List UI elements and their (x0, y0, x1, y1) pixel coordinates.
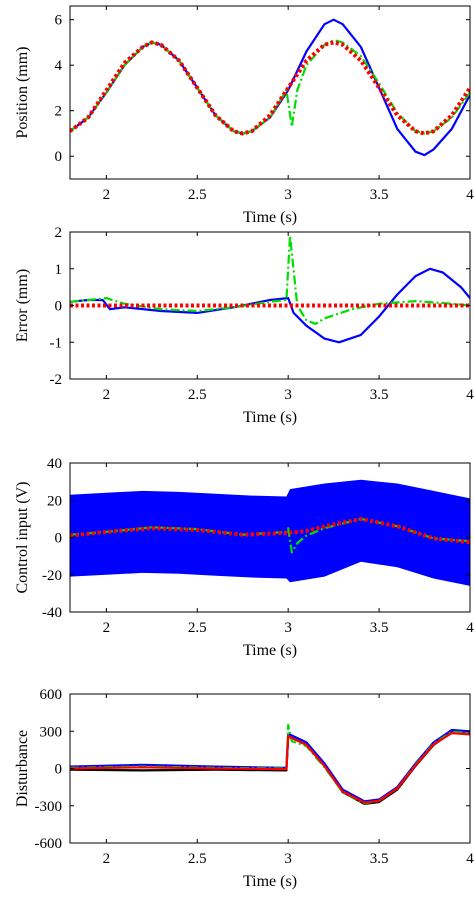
chart-4-x-tick-label: 3.5 (370, 851, 389, 867)
chart-2-x-tick-label: 3 (284, 387, 292, 403)
chart-4-x-tick-label: 2.5 (188, 851, 207, 867)
chart-4-series-4-line (70, 732, 470, 804)
chart-4-y-tick-label: -300 (35, 799, 63, 815)
chart-1-x-tick-label: 3.5 (370, 187, 389, 203)
chart-3-y-tick-label: 0 (55, 531, 63, 547)
chart-1-y-axis-label: Position (mm) (14, 46, 31, 138)
chart-4-x-tick-label: 2 (103, 851, 111, 867)
chart-3-y-axis-label: Control input (V) (14, 482, 31, 594)
chart-3-series-1-line (70, 517, 470, 554)
chart-1-axes-frame (69, 5, 471, 180)
chart-4-y-tick-label: 0 (55, 762, 63, 778)
chart-2-y-axis-label: Error (mm) (14, 269, 31, 342)
chart-4-y-axis-label: Disturbance (14, 730, 31, 807)
chart-2-x-tick-label: 3.5 (370, 387, 389, 403)
chart-3-y-tick-label: 40 (47, 456, 62, 472)
chart-2-y-tick-label: 2 (55, 225, 63, 241)
chart-3-series-2-line (70, 516, 470, 545)
chart-4-x-tick-label: 4 (466, 851, 474, 867)
chart-2-marks (70, 234, 470, 344)
chart-1-x-tick-label: 2 (103, 187, 111, 203)
chart-1-x-tick-label: 4 (466, 187, 474, 203)
chart-3-x-axis-label: Time (s) (243, 642, 297, 659)
chart-1-y-tick-label: 6 (55, 13, 63, 29)
chart-4-x-axis-label: Time (s) (243, 873, 297, 890)
chart-4: 2 2.5 3 3.5 4 -600 -300 0 300 600 Time (s) Disturba… (14, 687, 474, 890)
chart-2-series-1-line (70, 267, 470, 344)
chart-3-x-tick-label: 3.5 (370, 620, 389, 636)
chart-4-x-tick-label: 3 (284, 851, 292, 867)
chart-2-x-tick-label: 2 (103, 387, 111, 403)
chart-4-y-tick-label: 300 (40, 724, 63, 740)
chart-3-y-tick-label: -20 (42, 568, 62, 584)
chart-4-y-tick-label: -600 (35, 836, 63, 852)
chart-1-marks (70, 18, 470, 157)
chart-1-x-tick-label: 3 (284, 187, 292, 203)
chart-1-series-3-line (70, 40, 470, 136)
chart-1-y-tick-label: 0 (55, 149, 63, 165)
chart-1-x-tick-label: 2.5 (188, 187, 207, 203)
chart-2-x-tick-label: 2.5 (188, 387, 207, 403)
chart-1: 2 2.5 3 3.5 4 0 2 4 6 Time (s) Position (mm) (14, 5, 474, 226)
chart-1-y-tick-label: 2 (55, 104, 63, 120)
chart-3-x-tick-label: 2.5 (188, 620, 207, 636)
chart-3-marks (70, 479, 470, 586)
chart-3-x-tick-label: 4 (466, 620, 474, 636)
chart-2-y-tick-label: -2 (50, 372, 63, 388)
chart-3-x-tick-label: 3 (284, 620, 292, 636)
chart-2-y-tick-label: 1 (55, 262, 63, 278)
chart-2-x-axis-label: Time (s) (243, 409, 297, 426)
chart-2-y-tick-label: 0 (55, 299, 63, 315)
chart-2-x-tick-label: 4 (466, 387, 474, 403)
chart-1-series-2-line (70, 39, 470, 135)
chart-2: 2 2.5 3 3.5 4 -2 -1 0 1 2 Time (s) Error (mm) (14, 225, 474, 426)
chart-3-x-tick-label: 2 (103, 620, 111, 636)
chart-3: 2 2.5 3 3.5 4 -40 -20 0 20 40 Time (s) Control inpu… (14, 456, 474, 659)
chart-4-y-tick-label: 600 (40, 687, 63, 703)
chart-1-y-tick-label: 4 (55, 58, 63, 74)
chart-3-y-tick-label: 20 (47, 493, 62, 509)
chart-4-marks (70, 723, 470, 805)
chart-1-plot-area (70, 6, 470, 179)
chart-3-y-tick-label: -40 (42, 605, 62, 621)
chart-1-x-axis-label: Time (s) (243, 209, 297, 226)
chart-2-y-tick-label: -1 (50, 335, 63, 351)
